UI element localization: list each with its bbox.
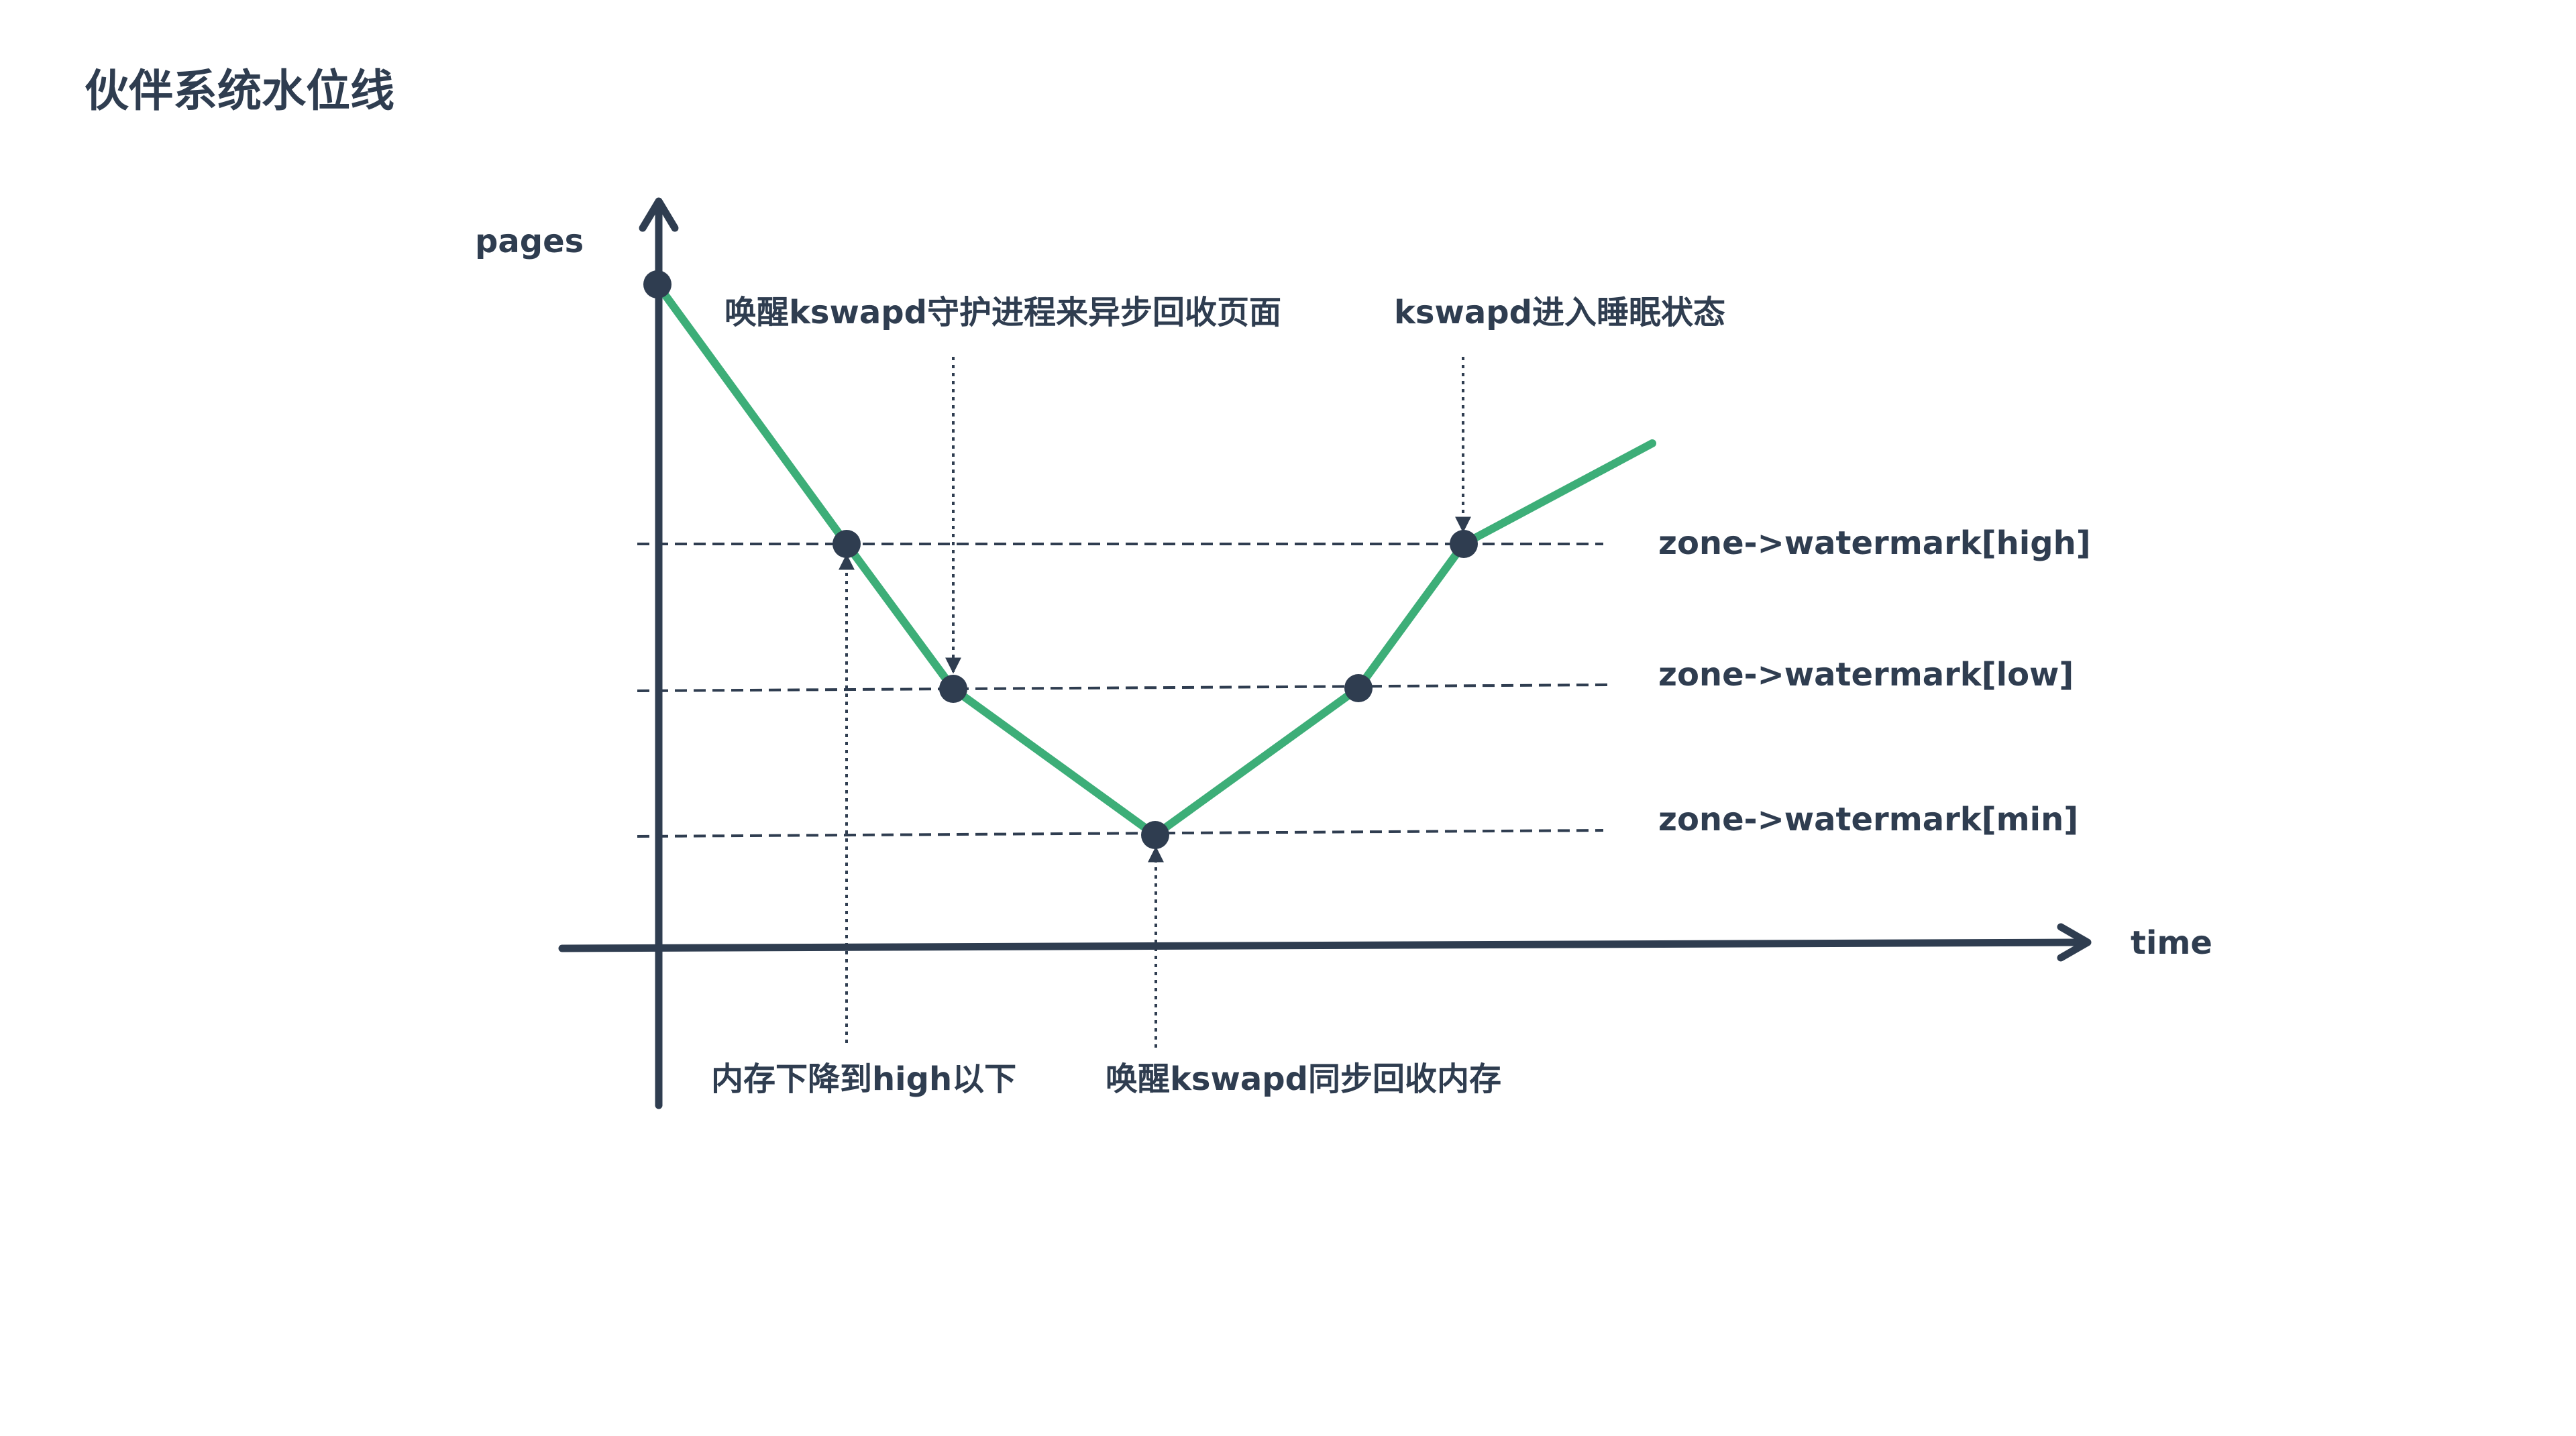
async-wake-annotation: 唤醒kswapd守护进程来异步回收页面 xyxy=(724,294,1281,331)
watermark-low-line xyxy=(637,683,1611,692)
watermark-low-label: zone->watermark[low] xyxy=(1658,656,2074,694)
below-high-annotation: 内存下降到high以下 xyxy=(711,1060,1016,1098)
start-point xyxy=(643,270,672,298)
y-axis-label: pages xyxy=(475,223,584,260)
high-crossing-down-point xyxy=(833,530,861,558)
page-count-line xyxy=(653,280,1656,839)
y-axis-arrowhead xyxy=(639,197,679,232)
min-point xyxy=(1141,821,1169,849)
low-crossing-up-point xyxy=(1344,674,1373,702)
x-axis-arrowhead xyxy=(2057,923,2092,962)
sync-wake-annotation: 唤醒kswapd同步回收内存 xyxy=(1106,1060,1501,1098)
watermark-high-label: zone->watermark[high] xyxy=(1658,524,2091,562)
page-title: 伙伴系统水位线 xyxy=(85,65,394,117)
x-axis-label: time xyxy=(2131,924,2212,962)
high-crossing-up-point xyxy=(1450,530,1478,558)
watermark-min-label: zone->watermark[min] xyxy=(1658,801,2078,838)
watermark-min-line xyxy=(637,829,1604,838)
low-crossing-down-point xyxy=(939,675,967,703)
x-axis xyxy=(558,938,2087,952)
sleep-annotation: kswapd进入睡眠状态 xyxy=(1394,294,1725,331)
